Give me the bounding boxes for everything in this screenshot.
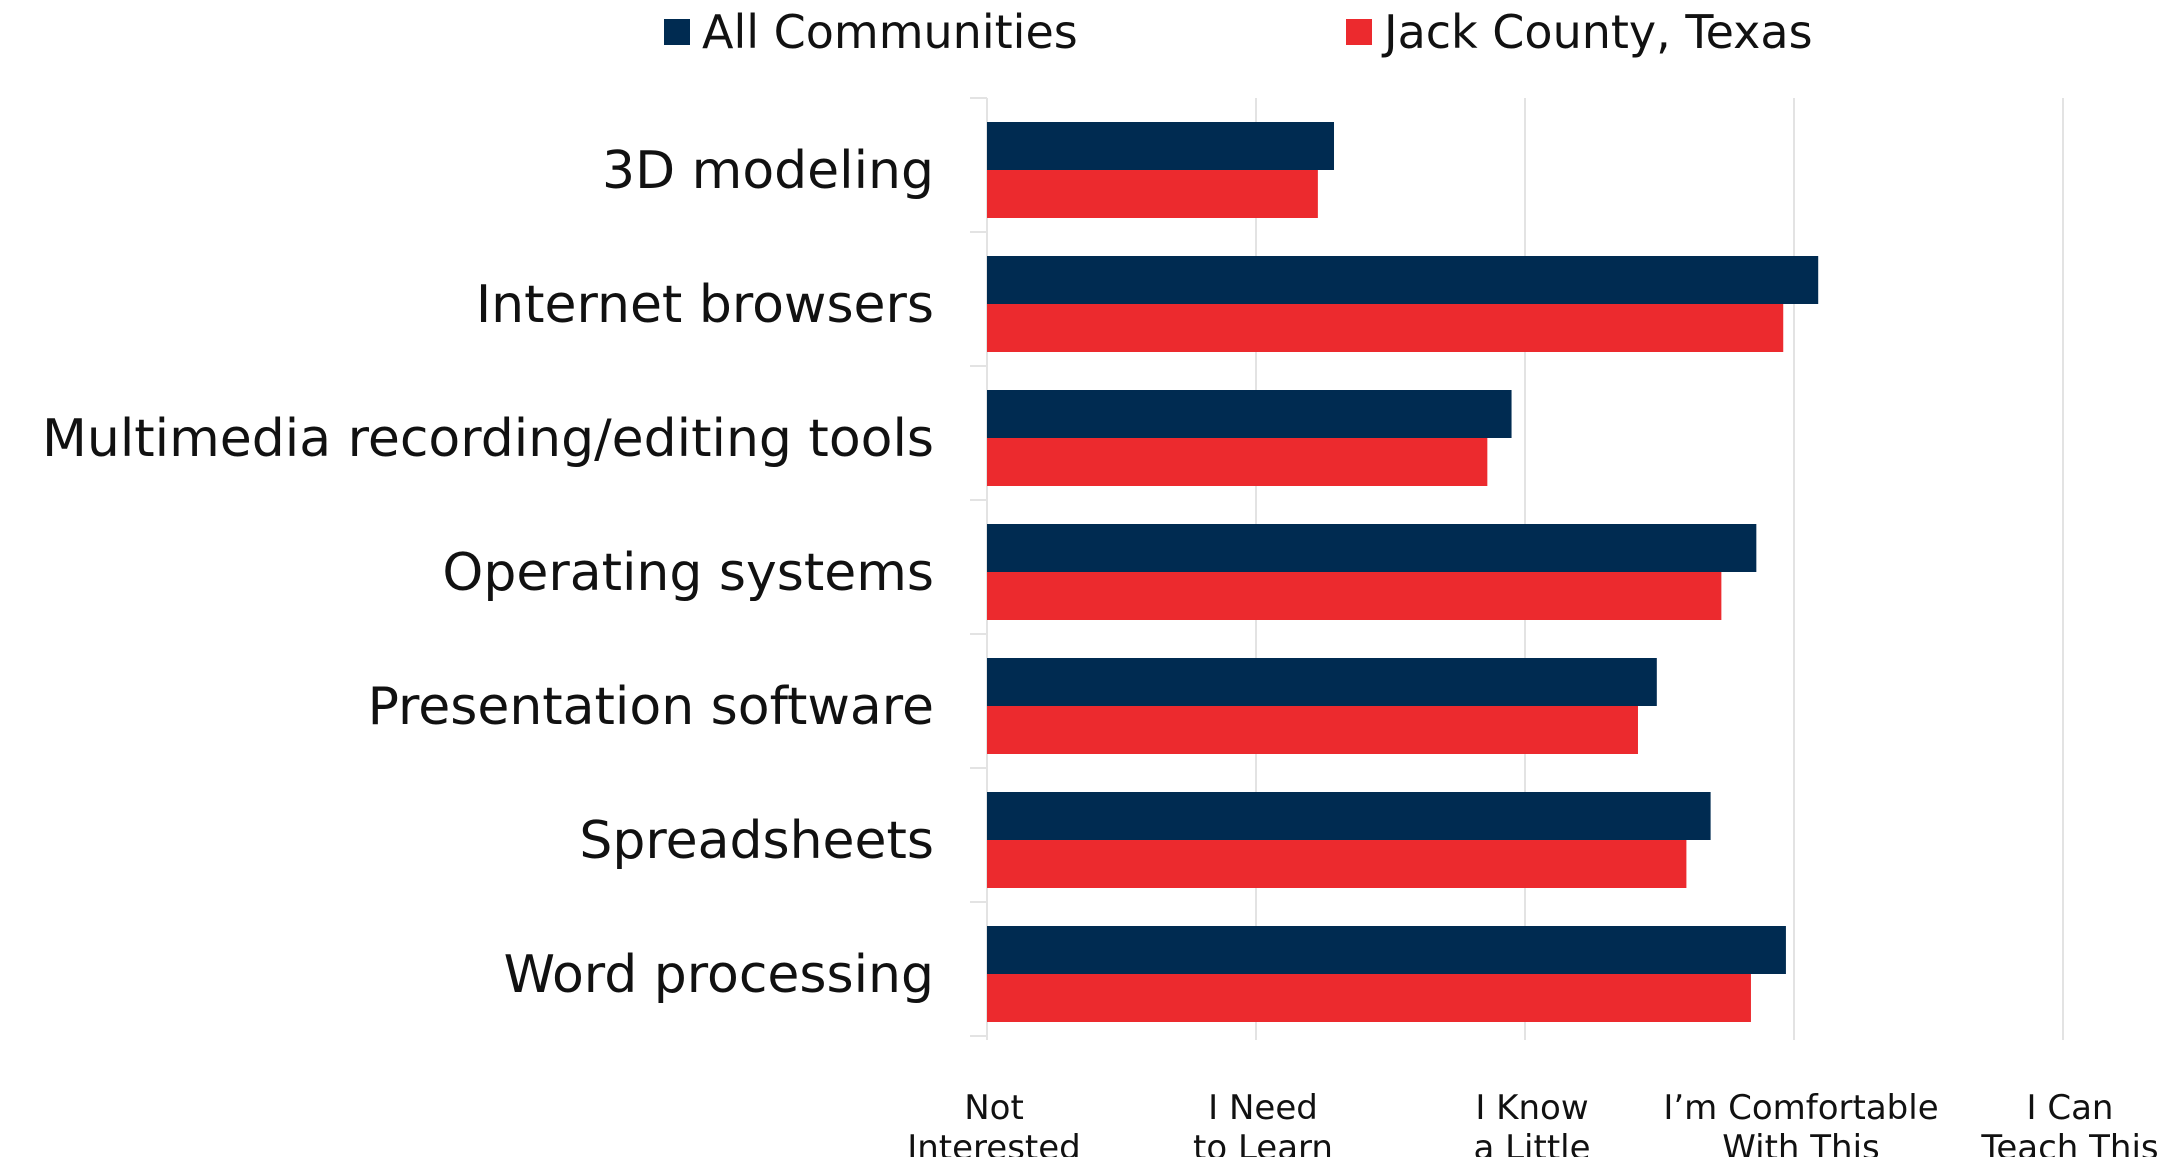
x-tick-label-4-1: Teach This <box>1980 1128 2158 1157</box>
bar-jack-county-texas-presentation-software <box>987 706 1638 754</box>
bar-jack-county-texas-internet-browsers <box>987 304 1784 352</box>
category-label-word-processing: Word processing <box>504 945 934 1005</box>
x-tick-label-4-0: I Can <box>2027 1088 2114 1128</box>
x-tick-label-2-0: I Know <box>1475 1088 1588 1128</box>
category-label-presentation-software: Presentation software <box>368 677 934 737</box>
bar-all-communities-multimedia-recording-editing-tools <box>987 390 1512 438</box>
chart-legend: All Communities Jack County, Texas <box>0 0 2167 70</box>
bar-all-communities-internet-browsers <box>987 256 1819 304</box>
category-label-internet-browsers: Internet browsers <box>476 275 934 335</box>
bar-all-communities-operating-systems <box>987 524 1757 572</box>
bar-jack-county-texas-operating-systems <box>987 572 1722 620</box>
x-tick-label-2-1: a Little <box>1473 1128 1590 1157</box>
legend-swatch-all-communities <box>664 19 690 45</box>
x-tick-label-0-1: Interested <box>907 1128 1081 1157</box>
category-label-operating-systems: Operating systems <box>442 543 934 603</box>
bar-all-communities-spreadsheets <box>987 792 1711 840</box>
legend-item-all-communities: All Communities <box>664 2 1078 62</box>
x-tick-label-3-1: With This <box>1722 1128 1879 1157</box>
bar-all-communities-presentation-software <box>987 658 1657 706</box>
x-tick-label-1-0: I Need <box>1208 1088 1318 1128</box>
legend-label-jack-county: Jack County, Texas <box>1384 5 1813 59</box>
legend-item-jack-county: Jack County, Texas <box>1346 2 1813 62</box>
bar-jack-county-texas-word-processing <box>987 974 1751 1022</box>
category-label-spreadsheets: Spreadsheets <box>579 811 934 871</box>
x-tick-label-0-0: Not <box>964 1088 1024 1128</box>
bar-all-communities-3d-modeling <box>987 122 1335 170</box>
category-label-multimedia-recording-editing-tools: Multimedia recording/editing tools <box>42 409 934 469</box>
legend-label-all-communities: All Communities <box>702 5 1078 59</box>
x-tick-label-1-1: to Learn <box>1193 1128 1333 1157</box>
bar-jack-county-texas-multimedia-recording-editing-tools <box>987 438 1488 486</box>
bar-jack-county-texas-3d-modeling <box>987 170 1318 218</box>
bar-all-communities-word-processing <box>987 926 1786 974</box>
bar-jack-county-texas-spreadsheets <box>987 840 1687 888</box>
category-label-3d-modeling: 3D modeling <box>602 141 934 201</box>
x-tick-label-3-0: I’m Comfortable <box>1663 1088 1938 1128</box>
legend-swatch-jack-county <box>1346 19 1372 45</box>
